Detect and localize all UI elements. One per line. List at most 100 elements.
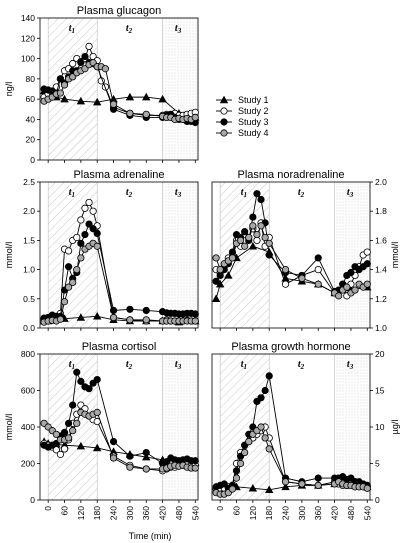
data-point-study-2-25	[363, 248, 371, 256]
data-point-study-3-16	[142, 448, 150, 457]
data-point-study-4-16	[314, 280, 322, 288]
x-tick-label: 240	[281, 506, 291, 520]
data-point-study-2-11	[85, 42, 93, 51]
data-point-study-3-6	[65, 419, 73, 427]
y-tick-label: 20	[26, 135, 36, 145]
data-point-study-4-25	[191, 464, 199, 472]
data-point-study-3-25	[363, 260, 371, 268]
series-study-4	[212, 423, 371, 498]
data-point-study-3-9	[249, 213, 257, 221]
data-point-study-3-16	[314, 474, 322, 482]
data-point-study-3-5	[60, 428, 69, 437]
data-point-study-4-15	[298, 480, 306, 488]
data-point-study-1-6	[281, 482, 290, 491]
data-point-study-3-11	[257, 394, 265, 402]
phase-label-t3: t3	[175, 359, 182, 371]
data-point-study-4-3	[52, 430, 60, 438]
series-study-4	[40, 59, 199, 124]
data-point-study-4-15	[126, 463, 134, 471]
y-tick-label: 0.5	[23, 294, 35, 304]
data-point-study-1-2	[224, 271, 233, 279]
data-point-study-4-16	[314, 481, 322, 489]
y-tick-label: 1.0	[375, 323, 387, 333]
data-point-study-4-4	[56, 89, 65, 97]
data-point-study-2-10	[253, 236, 261, 244]
data-point-study-4-6	[65, 434, 73, 442]
data-point-study-1-7	[125, 92, 135, 101]
data-point-study-3-21	[347, 268, 355, 277]
y-tick-label: 200	[21, 459, 35, 469]
data-point-study-3-2	[220, 480, 228, 488]
y-tick-label: 60	[26, 94, 36, 104]
data-point-study-3-7	[69, 401, 77, 409]
y-tick-label: 600	[21, 386, 35, 396]
data-point-study-3-16	[142, 306, 150, 315]
x-tick-label: 420	[158, 506, 168, 520]
chart-title: Plasma adrenaline	[73, 169, 164, 181]
data-point-study-4-4	[228, 485, 237, 493]
y-tick-label: 0	[30, 495, 35, 505]
phase-t1-region	[47, 181, 98, 329]
data-point-study-3-9	[77, 59, 85, 67]
y-tick-label: 2.0	[23, 206, 35, 216]
y-axis-label: mmol/l	[4, 414, 14, 441]
phase-label-t1: t1	[241, 187, 247, 199]
y-tick-label: 0	[30, 155, 35, 165]
phase-t3-region	[162, 181, 199, 329]
y-axis-label: µg/l	[390, 420, 400, 435]
data-point-study-3-0	[212, 277, 220, 285]
x-tick-label: 540	[362, 506, 372, 520]
x-tick-label: 240	[109, 506, 119, 520]
data-point-study-3-15	[126, 305, 134, 313]
data-point-study-2-8	[73, 233, 81, 242]
x-tick-label: 300	[125, 506, 135, 520]
data-point-study-4-6	[237, 459, 245, 468]
data-point-study-1-5	[93, 311, 102, 320]
data-point-study-4-7	[69, 427, 77, 435]
data-point-study-4-14	[281, 265, 290, 274]
data-point-study-4-4	[56, 315, 65, 323]
y-tick-label: 20	[375, 349, 385, 359]
phase-t3-region	[162, 17, 199, 161]
data-point-study-4-25	[363, 280, 371, 288]
data-point-study-4-16	[142, 316, 150, 324]
phase-label-t3: t3	[347, 359, 354, 371]
growth_hormone-chart: t1 t2 t3 Plasma growth hormone 0 5 10 15 20 µg/l 0…	[211, 341, 400, 520]
data-point-study-4-9	[249, 222, 257, 230]
data-point-study-4-6	[65, 283, 73, 291]
data-point-study-2-10	[81, 204, 89, 212]
data-point-study-1-4	[248, 241, 258, 250]
data-point-study-3-11	[85, 220, 93, 228]
phase-label-t2: t2	[126, 359, 133, 371]
y-tick-label: 40	[26, 114, 36, 124]
y-tick-label: 1.6	[375, 235, 387, 245]
data-point-study-3-12	[261, 386, 269, 395]
y-tick-label: 1.2	[375, 294, 387, 304]
phase-label-t2: t2	[126, 23, 133, 35]
data-point-study-1-5	[93, 97, 102, 106]
data-point-study-2-6	[65, 247, 73, 255]
data-point-study-1-4	[76, 96, 86, 105]
y-tick-label: 120	[21, 33, 35, 43]
data-point-study-4-18	[335, 292, 343, 300]
x-tick-label: 60	[60, 506, 70, 516]
series-study-4	[40, 408, 199, 473]
y-axis-label: ng/l	[4, 82, 14, 97]
data-point-study-3-9	[77, 239, 85, 247]
chart-title: Plasma growth hormone	[231, 341, 350, 353]
data-point-study-2-9	[77, 216, 85, 224]
data-point-study-4-16	[109, 100, 118, 108]
data-point-study-4-18	[142, 110, 150, 118]
data-point-study-2-16	[314, 265, 322, 274]
data-point-study-3-10	[81, 52, 89, 61]
data-point-study-4-27	[191, 113, 199, 122]
data-point-study-4-17	[126, 109, 134, 117]
phase-label-t1: t1	[69, 23, 75, 35]
data-point-study-3-11	[257, 195, 265, 204]
x-tick-label: 360	[141, 506, 151, 520]
data-point-study-4-11	[257, 423, 265, 431]
x-tick-label: 60	[232, 506, 242, 516]
y-tick-label: 400	[21, 422, 35, 432]
data-point-study-4-13	[93, 408, 101, 416]
chart-title: Plasma cortisol	[82, 341, 157, 353]
